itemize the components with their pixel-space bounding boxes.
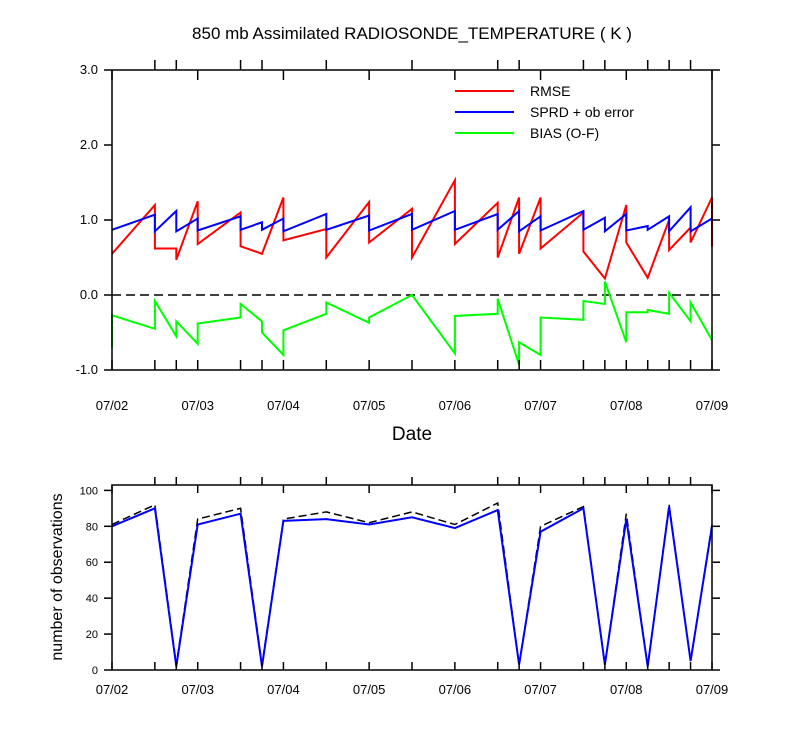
- x-tick-label: 07/08: [610, 398, 643, 413]
- temperature-stats-chart: 850 mb Assimilated RADIOSONDE_TEMPERATUR…: [76, 24, 729, 445]
- x-tick-label: 07/06: [439, 398, 472, 413]
- x-tick-label: 07/07: [524, 398, 557, 413]
- x-tick-label: 07/07: [524, 682, 557, 697]
- x-tick-label: 07/03: [181, 398, 214, 413]
- tick-marks: [104, 477, 720, 671]
- y-tick-label: 0: [92, 665, 98, 677]
- x-tick-label: 07/05: [353, 398, 386, 413]
- y-tick-label: 100: [80, 485, 98, 497]
- series-line-sprd-ob-error: [111, 204, 713, 234]
- y-tick-label: 0.0: [80, 287, 98, 302]
- legend-label-rmse: RMSE: [530, 83, 570, 99]
- x-tick-label: 07/09: [696, 682, 729, 697]
- x-tick-label: 07/04: [267, 398, 300, 413]
- x-tick-label: 07/05: [353, 682, 386, 697]
- legend-label-bias: BIAS (O-F): [530, 125, 599, 141]
- series-group: [111, 501, 713, 667]
- y-tick-label: -1.0: [76, 362, 98, 377]
- series-line-solid-1: [111, 506, 713, 667]
- x-tick-label: 07/09: [696, 398, 729, 413]
- x-tick-label: 07/08: [610, 682, 643, 697]
- series-line-bias-o-f: [111, 281, 713, 366]
- y-tick-label: 20: [86, 629, 98, 641]
- y-tick-label: 2.0: [80, 137, 98, 152]
- y-tick-label: 3.0: [80, 62, 98, 77]
- x-tick-labels: 07/02 07/03 07/04 07/05 07/06 07/07 07/08 07/09: [96, 682, 729, 697]
- x-tick-label: 07/06: [439, 682, 472, 697]
- x-tick-label: 07/03: [181, 682, 214, 697]
- x-tick-label: 07/02: [96, 398, 129, 413]
- x-tick-labels: 07/02 07/03 07/04 07/05 07/06 07/07 07/08 07/09: [96, 398, 729, 413]
- y-tick-label: 40: [86, 593, 98, 605]
- y-axis-title: number of observations: [49, 493, 66, 660]
- x-tick-label: 07/04: [267, 682, 300, 697]
- legend-label-sprd: SPRD + ob error: [530, 104, 634, 120]
- y-tick-label: 80: [86, 521, 98, 533]
- x-axis-title: Date: [392, 424, 432, 445]
- y-tick-label: 1.0: [80, 212, 98, 227]
- series-group: [111, 176, 713, 366]
- y-tick-labels: 0 20 40 60 80 100: [80, 485, 98, 677]
- legend: RMSE SPRD + ob error BIAS (O-F): [455, 83, 634, 141]
- chart-title: 850 mb Assimilated RADIOSONDE_TEMPERATUR…: [192, 24, 632, 43]
- x-tick-label: 07/02: [96, 682, 129, 697]
- y-tick-labels: -1.0 0.0 1.0 2.0 3.0: [76, 62, 98, 377]
- tick-marks: [104, 60, 720, 371]
- y-tick-label: 60: [86, 557, 98, 569]
